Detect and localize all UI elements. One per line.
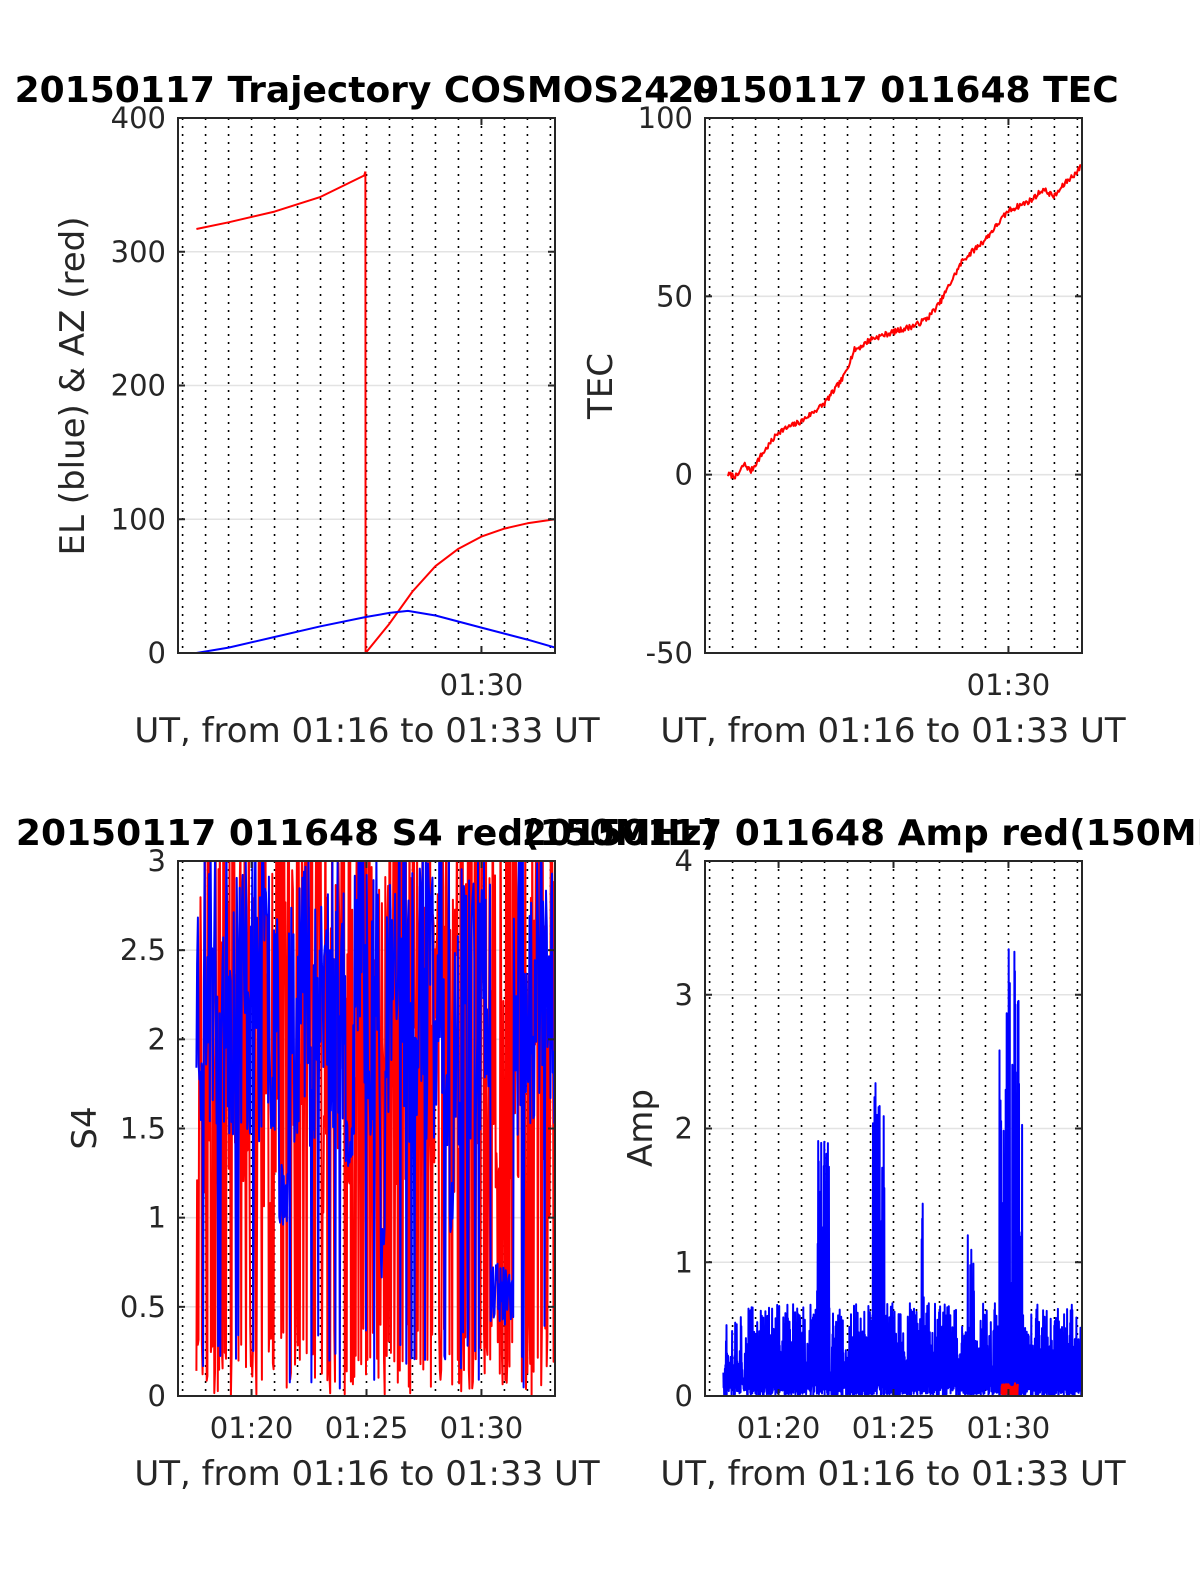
amp-ylabel: Amp (621, 1089, 661, 1167)
trajectory-panel: 0 100 200 300 400 01:30 (111, 101, 556, 702)
tec-xlabel: UT, from 01:16 to 01:33 UT (660, 711, 1126, 751)
tec-ytick-label: 50 (656, 279, 693, 313)
amp-xtick-label: 01:30 (967, 1411, 1051, 1445)
s4-ytick-label: 3 (148, 844, 166, 878)
amp-ytick-label: 2 (675, 1112, 693, 1146)
trajectory-ytick-label: 100 (111, 502, 166, 536)
tec-ylabel: TEC (581, 353, 621, 420)
s4-ytick-label: 0.5 (120, 1290, 166, 1324)
trajectory-series-0 (196, 171, 367, 230)
amp-series-1 (1000, 1382, 1019, 1396)
tec-ytick-label: 100 (638, 101, 693, 135)
amp-xlabel: UT, from 01:16 to 01:33 UT (660, 1454, 1126, 1494)
trajectory-ytick-label: 300 (111, 235, 166, 269)
tec-panel: -50 0 50 100 01:30 (638, 101, 1083, 702)
amp-ytick-label: 0 (675, 1379, 693, 1413)
trajectory-xtick-label: 01:30 (440, 668, 524, 702)
s4-xtick-label: 01:30 (440, 1411, 524, 1445)
amp-ytick-label: 4 (675, 844, 693, 878)
tec-xtick-label: 01:30 (967, 668, 1051, 702)
tec-title: 20150117 011648 TEC (667, 70, 1118, 111)
amp-panel: 0 1 2 3 4 01:20 01:25 01:30 (675, 844, 1083, 1445)
trajectory-series-1 (364, 171, 555, 653)
tec-ytick-label: -50 (646, 636, 693, 670)
trajectory-ytick-label: 200 (111, 369, 166, 403)
amp-xtick-label: 01:20 (737, 1411, 821, 1445)
s4-ylabel: S4 (65, 1106, 105, 1149)
trajectory-ytick-label: 0 (148, 636, 166, 670)
amp-series-0 (722, 948, 1082, 1396)
amp-ytick-label: 1 (675, 1245, 693, 1279)
s4-title: 20150117 011648 S4 red(150MHz) (16, 813, 718, 854)
trajectory-xlabel: UT, from 01:16 to 01:33 UT (134, 711, 600, 751)
s4-ytick-label: 0 (148, 1379, 166, 1413)
amp-xtick-label: 01:25 (852, 1411, 936, 1445)
s4-xtick-label: 01:20 (210, 1411, 294, 1445)
tec-axes-box (704, 117, 1083, 654)
s4-ytick-label: 2.5 (120, 933, 166, 967)
amp-ytick-label: 3 (675, 978, 693, 1012)
trajectory-ytick-label: 400 (111, 101, 166, 135)
tec-series-0 (727, 164, 1082, 480)
tec-ytick-label: 0 (675, 458, 693, 492)
s4-series-1 (195, 861, 555, 1390)
s4-xlabel: UT, from 01:16 to 01:33 UT (134, 1454, 600, 1494)
trajectory-series-2 (196, 609, 555, 653)
trajectory-title: 20150117 Trajectory COSMOS2429 (15, 70, 720, 111)
s4-panel: 0 0.5 1 1.5 2 2.5 3 01:20 01:25 01:30 (120, 844, 556, 1445)
amp-title: 20150117 011648 Amp red(150MHz) (522, 813, 1200, 854)
s4-ytick-label: 2 (148, 1022, 166, 1056)
s4-xtick-label: 01:25 (325, 1411, 409, 1445)
s4-ytick-label: 1 (148, 1201, 166, 1235)
trajectory-ylabel: EL (blue) & AZ (red) (53, 216, 93, 555)
s4-ytick-label: 1.5 (120, 1112, 166, 1146)
